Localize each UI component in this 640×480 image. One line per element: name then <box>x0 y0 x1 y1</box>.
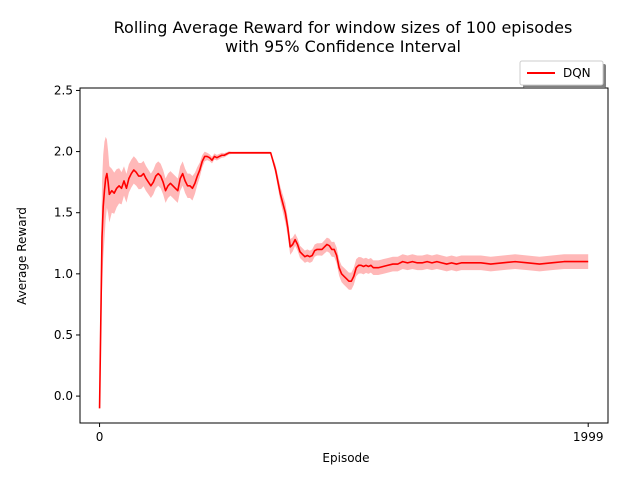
y-axis: 0.0 0.5 1.0 1.5 2.0 2.5 <box>54 83 80 403</box>
legend-box <box>519 60 604 86</box>
chart-title-line-1: Rolling Average Reward for window sizes … <box>114 18 573 37</box>
x-tick-label: 0 <box>96 430 104 444</box>
series-line-dqn <box>98 152 589 409</box>
y-axis-label: Average Reward <box>15 207 29 305</box>
axes-frame <box>79 87 609 424</box>
plot-area <box>98 136 589 409</box>
y-tick-label: 0.0 <box>54 389 73 403</box>
legend-label-dqn: DQN <box>563 66 591 80</box>
y-tick-label: 2.5 <box>54 83 73 97</box>
x-axis: 0 1999 <box>96 423 604 444</box>
x-tick-label: 1999 <box>573 430 604 444</box>
legend: DQN <box>519 60 606 88</box>
y-tick-label: 0.5 <box>54 328 73 342</box>
chart-title-line-2: with 95% Confidence Interval <box>225 37 461 56</box>
y-tick-label: 1.5 <box>54 206 73 220</box>
y-tick-label: 1.0 <box>54 267 73 281</box>
y-tick-label: 2.0 <box>54 145 73 159</box>
x-axis-label: Episode <box>322 451 369 465</box>
confidence-band-dqn <box>99 136 589 409</box>
